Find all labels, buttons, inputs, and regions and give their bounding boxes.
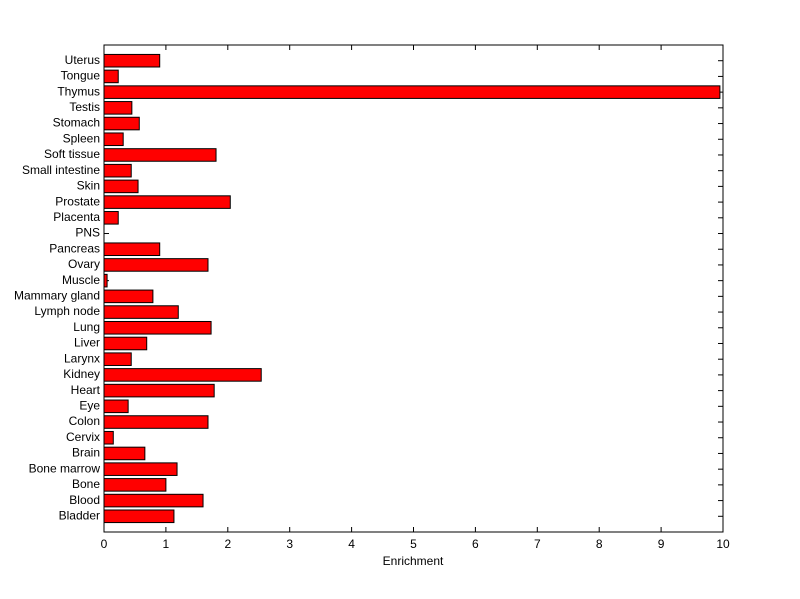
y-tick-label: Colon [69, 414, 100, 428]
bar [103, 478, 167, 492]
y-tick-label: Brain [72, 446, 100, 460]
bar [103, 430, 114, 445]
y-tick-label: Ovary [68, 257, 100, 271]
y-tick-label: Skin [77, 179, 100, 193]
bar [103, 462, 178, 476]
y-tick-label: Liver [74, 336, 100, 350]
bar [103, 399, 129, 414]
x-tick-label: 0 [101, 537, 108, 551]
bar [103, 195, 231, 209]
y-tick-label: Heart [71, 383, 101, 397]
y-tick-label: Uterus [65, 53, 100, 67]
y-tick-label: Small intestine [22, 163, 100, 177]
bar [103, 53, 161, 68]
bar [103, 368, 262, 382]
y-tick-label: Spleen [63, 131, 100, 145]
y-tick-label: Placenta [53, 210, 100, 224]
y-tick-label: Blood [69, 493, 100, 507]
y-tick-label: Lung [73, 320, 100, 334]
y-tick-label: PNS [75, 226, 100, 240]
bar [103, 320, 212, 335]
x-axis-label: Enrichment [383, 554, 444, 568]
x-tick-label: 9 [658, 537, 665, 551]
y-tick-label: Bone [72, 477, 100, 491]
y-tick-label: Stomach [53, 116, 100, 130]
y-tick-label: Mammary gland [14, 289, 100, 303]
bar [103, 352, 132, 366]
y-tick-label: Pancreas [49, 241, 100, 255]
bar [103, 383, 215, 398]
bar [103, 179, 139, 194]
y-tick-label: Muscle [62, 273, 100, 287]
y-tick-label: Thymus [57, 84, 100, 98]
bar [103, 336, 148, 351]
y-tick-label: Eye [79, 398, 100, 412]
bar [103, 148, 217, 162]
y-tick-label: Cervix [66, 430, 100, 444]
y-tick-label: Bladder [59, 508, 100, 522]
y-tick-label: Kidney [63, 367, 100, 381]
x-tick-label: 5 [410, 537, 417, 551]
x-tick-label: 7 [534, 537, 541, 551]
bar [103, 242, 161, 257]
y-tick-label: Larynx [64, 351, 100, 365]
bar [103, 69, 119, 84]
bar [103, 305, 179, 319]
bar [103, 446, 146, 461]
bar [103, 509, 175, 524]
bar [103, 258, 209, 272]
bar [103, 132, 124, 147]
bar [103, 85, 721, 99]
y-tick-label: Bone marrow [29, 461, 101, 475]
x-tick-label: 2 [224, 537, 231, 551]
y-tick-label: Testis [69, 100, 100, 114]
plot-frame [103, 44, 724, 533]
bar [103, 163, 132, 178]
y-tick-label: Tongue [61, 69, 101, 83]
x-tick-label: 8 [596, 537, 603, 551]
x-tick-label: 4 [348, 537, 355, 551]
x-tick-label: 6 [472, 537, 479, 551]
bar [103, 415, 209, 429]
y-tick-label: Soft tissue [44, 147, 100, 161]
bar [103, 493, 204, 508]
x-tick-label: 10 [716, 537, 730, 551]
y-tick-label: Lymph node [34, 304, 100, 318]
bar [103, 289, 154, 304]
bar [103, 101, 133, 115]
y-tick-label: Prostate [55, 194, 100, 208]
x-tick-label: 1 [163, 537, 170, 551]
bar [103, 211, 119, 225]
x-tick-label: 3 [286, 537, 293, 551]
bar [103, 116, 140, 131]
